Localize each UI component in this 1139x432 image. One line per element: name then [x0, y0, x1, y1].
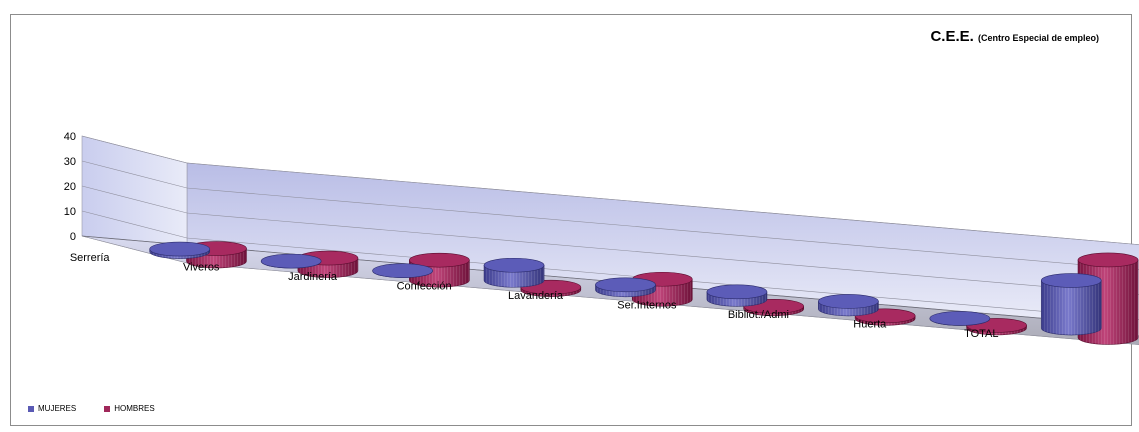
bar-mujeres-8	[1040, 273, 1102, 336]
bar-top	[706, 284, 768, 300]
chart-bars	[149, 241, 1139, 345]
bar-top	[149, 241, 211, 257]
x-tick-label: Viveros	[183, 261, 220, 273]
x-tick-label: Ser.Internos	[617, 300, 677, 312]
chart-legend: MUJERES HOMBRES	[28, 404, 155, 413]
bar-mujeres-6	[818, 294, 879, 317]
y-tick-label: 20	[64, 181, 76, 193]
gridline-30	[81, 160, 1139, 270]
chart-subtitle: (Centro Especial de empleo)	[977, 33, 1099, 43]
bar-top	[1040, 273, 1102, 288]
y-tick-label: 10	[64, 206, 76, 218]
legend-swatch-hombres	[104, 405, 111, 412]
x-tick-label: Bibliot./Admi	[728, 309, 789, 321]
bar-top	[929, 311, 991, 326]
bar-top	[372, 263, 433, 278]
x-tick-label: Serrería	[70, 252, 111, 264]
bar-top	[1077, 252, 1139, 268]
chart-title: C.E.E. (Centro Especial de empleo)	[930, 28, 1099, 45]
y-tick-label: 30	[64, 156, 76, 168]
bar-mujeres-0	[149, 241, 211, 259]
chart-title-main: C.E.E.	[930, 28, 974, 45]
bar-hombres-3	[520, 279, 582, 297]
x-axis: Serrería Viveros Jardinería Confección Lavan…	[70, 252, 999, 340]
bar-top	[260, 253, 322, 269]
bar-hombres-7	[966, 318, 1027, 336]
legend-item-mujeres: MUJERES	[28, 404, 76, 413]
x-tick-label: Lavandería	[508, 290, 564, 302]
y-tick-label: 0	[70, 231, 76, 243]
gridline-20	[81, 185, 1139, 295]
legend-swatch-mujeres	[28, 405, 34, 412]
x-tick-label: TOTAL	[964, 328, 998, 340]
bar-mujeres-3	[483, 257, 545, 288]
bar-mujeres-7	[929, 311, 991, 326]
bar-mujeres-4	[595, 277, 656, 298]
y-tick-label: 40	[64, 131, 76, 143]
legend-label-mujeres: MUJERES	[38, 404, 77, 413]
x-tick-label: Huerta	[853, 319, 887, 331]
gridline-40	[81, 135, 1139, 245]
bar-mujeres-1	[260, 253, 322, 269]
bar-texture	[1041, 280, 1102, 336]
bar-top	[409, 252, 470, 268]
x-tick-label: Jardinería	[288, 271, 338, 283]
x-tick-label: Confección	[397, 280, 452, 292]
x-axis-line	[81, 235, 1086, 323]
bar-top	[818, 294, 879, 309]
bar-mujeres-2	[372, 263, 433, 278]
bar-top	[595, 277, 656, 293]
legend-item-hombres: HOMBRES	[104, 404, 155, 413]
bar-top	[483, 257, 545, 273]
legend-label-hombres: HOMBRES	[114, 404, 155, 413]
y-axis: 0 10 20 30 40	[64, 131, 76, 243]
bar-mujeres-5	[706, 284, 768, 307]
